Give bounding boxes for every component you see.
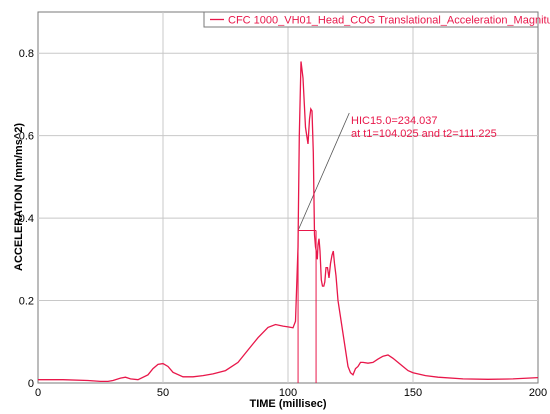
x-tick-label: 100 — [279, 387, 297, 399]
y-tick-label: 0.2 — [19, 296, 34, 308]
legend-box — [203, 11, 539, 28]
x-tick-label: 200 — [529, 387, 547, 399]
x-tick-label: 50 — [157, 387, 169, 399]
y-tick-label: 0.6 — [19, 131, 34, 143]
x-tick-label: 150 — [404, 387, 422, 399]
legend: CFC 1000_VH01_Head_COG Translational_Acc… — [203, 11, 550, 28]
y-tick-label: 0.8 — [19, 48, 34, 60]
y-tick-labels: 0 0.2 0.4 0.6 0.8 — [19, 48, 34, 390]
y-axis-title: ACCELERATION (mm/ms^2) — [13, 123, 25, 271]
x-tick-labels: 0 50 100 150 200 — [35, 387, 547, 399]
x-axis-title: TIME (millisec) — [249, 398, 326, 410]
x-tick-label: 0 — [35, 387, 41, 399]
hic-leader-line — [297, 112, 350, 231]
series-line — [38, 61, 539, 383]
hic-annotation-line1: HIC15.0=234.037 — [351, 115, 438, 127]
grid-lines — [38, 12, 538, 383]
y-tick-label: 0 — [28, 378, 34, 390]
legend-label: CFC 1000_VH01_Head_COG Translational_Acc… — [228, 15, 550, 27]
y-tick-label: 0.4 — [19, 213, 34, 225]
hic-annotation-line2: at t1=104.025 and t2=111.225 — [351, 128, 497, 140]
